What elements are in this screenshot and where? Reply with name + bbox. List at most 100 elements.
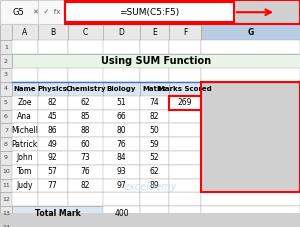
- Text: 59: 59: [150, 140, 159, 149]
- Bar: [103, 123, 140, 137]
- Text: 52: 52: [150, 153, 159, 163]
- Bar: [140, 68, 169, 82]
- Bar: [38, 123, 68, 137]
- Bar: [0, 165, 12, 179]
- Text: 62: 62: [81, 98, 90, 107]
- Bar: [140, 82, 169, 96]
- Bar: [68, 192, 104, 206]
- Text: Zoe: Zoe: [17, 98, 32, 107]
- Bar: [38, 96, 68, 110]
- Text: 6: 6: [4, 114, 8, 119]
- Bar: [201, 68, 300, 82]
- Text: Judy: Judy: [16, 181, 33, 190]
- Bar: [140, 110, 169, 123]
- Text: 76: 76: [117, 140, 126, 149]
- Bar: [103, 68, 140, 82]
- Bar: [201, 82, 300, 192]
- Text: F: F: [183, 28, 188, 37]
- Bar: [140, 206, 169, 220]
- Text: 76: 76: [81, 167, 90, 176]
- Text: 3: 3: [4, 72, 8, 77]
- Bar: [12, 25, 38, 40]
- Bar: [169, 40, 201, 54]
- Bar: [38, 0, 64, 25]
- Bar: [169, 110, 201, 123]
- Bar: [38, 151, 68, 165]
- Bar: [68, 40, 104, 54]
- Bar: [64, 2, 234, 22]
- Text: 93: 93: [117, 167, 126, 176]
- Text: E: E: [152, 28, 157, 37]
- Bar: [103, 110, 140, 123]
- Bar: [201, 40, 300, 54]
- Bar: [0, 192, 12, 206]
- Bar: [68, 220, 104, 227]
- Bar: [0, 25, 12, 40]
- Bar: [169, 192, 201, 206]
- Text: 45: 45: [48, 112, 57, 121]
- Bar: [38, 165, 68, 179]
- Text: C: C: [83, 28, 88, 37]
- Bar: [0, 137, 12, 151]
- Bar: [140, 96, 169, 110]
- Bar: [103, 179, 140, 192]
- Text: 1: 1: [4, 45, 8, 50]
- Bar: [140, 192, 169, 206]
- Bar: [140, 220, 169, 227]
- Bar: [103, 82, 140, 96]
- Bar: [0, 110, 12, 123]
- Text: 97: 97: [117, 181, 126, 190]
- Bar: [169, 151, 201, 165]
- Bar: [0, 151, 12, 165]
- Text: Using SUM Function: Using SUM Function: [101, 56, 211, 66]
- Bar: [0, 206, 12, 220]
- Text: Total Mark: Total Mark: [35, 209, 81, 218]
- Text: 86: 86: [48, 126, 57, 135]
- Bar: [169, 137, 201, 151]
- Bar: [12, 165, 38, 179]
- Bar: [68, 96, 104, 110]
- Text: John: John: [16, 153, 33, 163]
- Bar: [68, 165, 104, 179]
- Bar: [38, 220, 68, 227]
- Text: 8: 8: [4, 142, 8, 147]
- Bar: [201, 206, 300, 220]
- Text: 4: 4: [4, 86, 8, 91]
- Bar: [0, 68, 12, 82]
- Bar: [169, 206, 201, 220]
- Bar: [12, 40, 38, 54]
- Bar: [169, 165, 201, 179]
- Text: 400: 400: [114, 209, 129, 218]
- Text: Patrick: Patrick: [12, 140, 38, 149]
- Text: 14: 14: [2, 225, 10, 227]
- Bar: [12, 206, 104, 220]
- Text: Chemistry: Chemistry: [65, 86, 106, 92]
- Text: 82: 82: [150, 112, 159, 121]
- Bar: [38, 68, 68, 82]
- Bar: [103, 165, 140, 179]
- Text: 85: 85: [81, 112, 90, 121]
- Bar: [103, 151, 140, 165]
- Text: 74: 74: [150, 98, 159, 107]
- Text: 66: 66: [117, 112, 126, 121]
- Bar: [12, 151, 38, 165]
- Text: 82: 82: [48, 98, 57, 107]
- Bar: [201, 25, 300, 40]
- Text: 5: 5: [4, 100, 8, 105]
- Text: 88: 88: [81, 126, 90, 135]
- Bar: [12, 137, 38, 151]
- Text: G: G: [248, 28, 254, 37]
- Text: G5: G5: [13, 8, 25, 17]
- Text: 84: 84: [117, 153, 126, 163]
- Bar: [68, 151, 104, 165]
- Bar: [169, 82, 201, 96]
- Bar: [169, 179, 201, 192]
- Bar: [0, 179, 12, 192]
- Text: ✕  ✓  fx: ✕ ✓ fx: [33, 9, 60, 15]
- Bar: [103, 25, 140, 40]
- Bar: [103, 220, 140, 227]
- Text: Ana: Ana: [17, 112, 32, 121]
- Bar: [12, 68, 38, 82]
- Bar: [140, 123, 169, 137]
- Bar: [0, 54, 12, 68]
